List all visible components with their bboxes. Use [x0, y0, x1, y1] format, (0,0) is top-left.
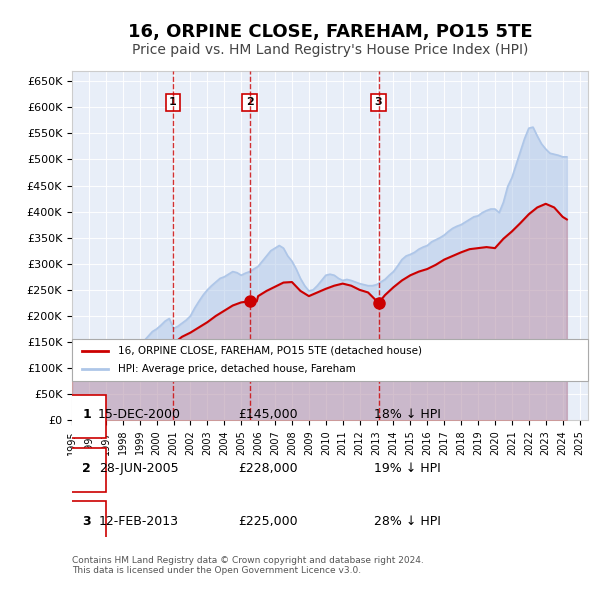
Text: £228,000: £228,000 [238, 461, 298, 474]
Text: 28-JUN-2005: 28-JUN-2005 [99, 461, 179, 474]
Text: HPI: Average price, detached house, Fareham: HPI: Average price, detached house, Fare… [118, 364, 356, 374]
Text: 16, ORPINE CLOSE, FAREHAM, PO15 5TE: 16, ORPINE CLOSE, FAREHAM, PO15 5TE [128, 24, 532, 41]
Text: 1: 1 [82, 408, 91, 421]
Text: 3: 3 [82, 514, 91, 528]
FancyBboxPatch shape [67, 448, 106, 491]
Text: 28% ↓ HPI: 28% ↓ HPI [374, 514, 441, 528]
Text: Contains HM Land Registry data © Crown copyright and database right 2024.
This d: Contains HM Land Registry data © Crown c… [72, 556, 424, 575]
FancyBboxPatch shape [72, 339, 588, 381]
Text: £145,000: £145,000 [238, 408, 298, 421]
FancyBboxPatch shape [67, 395, 106, 438]
Text: 3: 3 [375, 97, 382, 107]
Text: 2: 2 [82, 461, 91, 474]
Text: 16, ORPINE CLOSE, FAREHAM, PO15 5TE (detached house): 16, ORPINE CLOSE, FAREHAM, PO15 5TE (det… [118, 346, 422, 356]
Text: 18% ↓ HPI: 18% ↓ HPI [374, 408, 441, 421]
Text: £225,000: £225,000 [238, 514, 298, 528]
Text: Price paid vs. HM Land Registry's House Price Index (HPI): Price paid vs. HM Land Registry's House … [132, 43, 528, 57]
Text: 2: 2 [246, 97, 254, 107]
Text: 1: 1 [169, 97, 177, 107]
Text: 19% ↓ HPI: 19% ↓ HPI [374, 461, 441, 474]
Text: 15-DEC-2000: 15-DEC-2000 [98, 408, 181, 421]
Text: 12-FEB-2013: 12-FEB-2013 [99, 514, 179, 528]
FancyBboxPatch shape [67, 501, 106, 545]
